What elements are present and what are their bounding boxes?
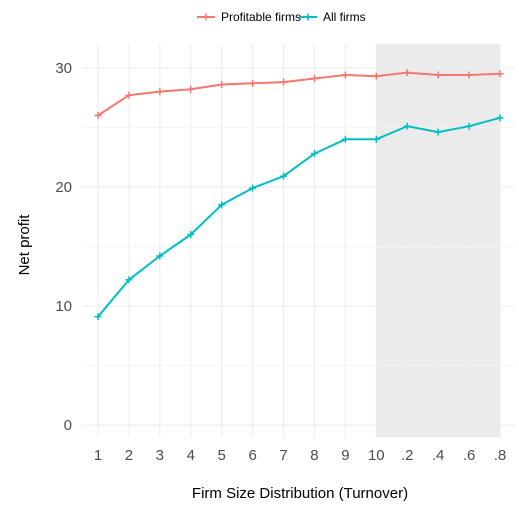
data-point [434, 71, 442, 79]
x-tick-label: 2 [125, 447, 133, 464]
x-tick-label: .2 [401, 447, 414, 464]
data-point [125, 276, 133, 284]
y-tick-label: 10 [55, 298, 72, 315]
x-tick-label: 7 [279, 447, 287, 464]
data-point [434, 128, 442, 136]
data-point [125, 91, 133, 99]
y-axis-title: Net profit [16, 214, 33, 276]
data-point [310, 75, 318, 83]
data-point [187, 85, 195, 93]
data-point [156, 252, 164, 260]
data-point [249, 184, 257, 192]
data-point [94, 111, 102, 119]
data-point [249, 79, 257, 87]
y-tick-label: 20 [55, 179, 72, 196]
data-point [403, 69, 411, 77]
data-point [218, 80, 226, 88]
data-point [465, 122, 473, 130]
data-point [310, 150, 318, 158]
data-point [280, 172, 288, 180]
data-point [496, 114, 504, 122]
data-point [94, 313, 102, 321]
series-line-0 [97, 71, 501, 117]
x-tick-label: .8 [494, 447, 507, 464]
x-tick-label: 5 [218, 447, 226, 464]
y-tick-label: 30 [55, 60, 72, 77]
data-point [403, 122, 411, 130]
x-tick-label: 4 [187, 447, 195, 464]
data-point [341, 71, 349, 79]
legend-item: Profitable firms [197, 10, 301, 24]
data-point [187, 231, 195, 239]
series-line-1 [97, 116, 501, 318]
legend-label: Profitable firms [221, 10, 301, 24]
legend-label: All firms [323, 10, 366, 24]
data-point [156, 88, 164, 96]
x-tick-label: 9 [341, 447, 349, 464]
data-point [372, 135, 380, 143]
x-tick-label: 3 [156, 447, 164, 464]
x-tick-label: 6 [248, 447, 256, 464]
x-tick-label: 10 [368, 447, 385, 464]
y-tick-label: 0 [64, 417, 72, 434]
data-point [218, 201, 226, 209]
x-tick-label: .4 [432, 447, 445, 464]
legend: Profitable firms All firms [197, 10, 366, 24]
x-tick-label: 1 [94, 447, 102, 464]
x-axis-title: Firm Size Distribution (Turnover) [192, 485, 408, 502]
data-point [372, 72, 380, 80]
data-point [280, 78, 288, 86]
data-point [341, 135, 349, 143]
x-tick-label: 8 [310, 447, 318, 464]
x-tick-label: .6 [463, 447, 476, 464]
data-point [465, 71, 473, 79]
legend-item: All firms [299, 10, 366, 24]
data-point [496, 70, 504, 78]
